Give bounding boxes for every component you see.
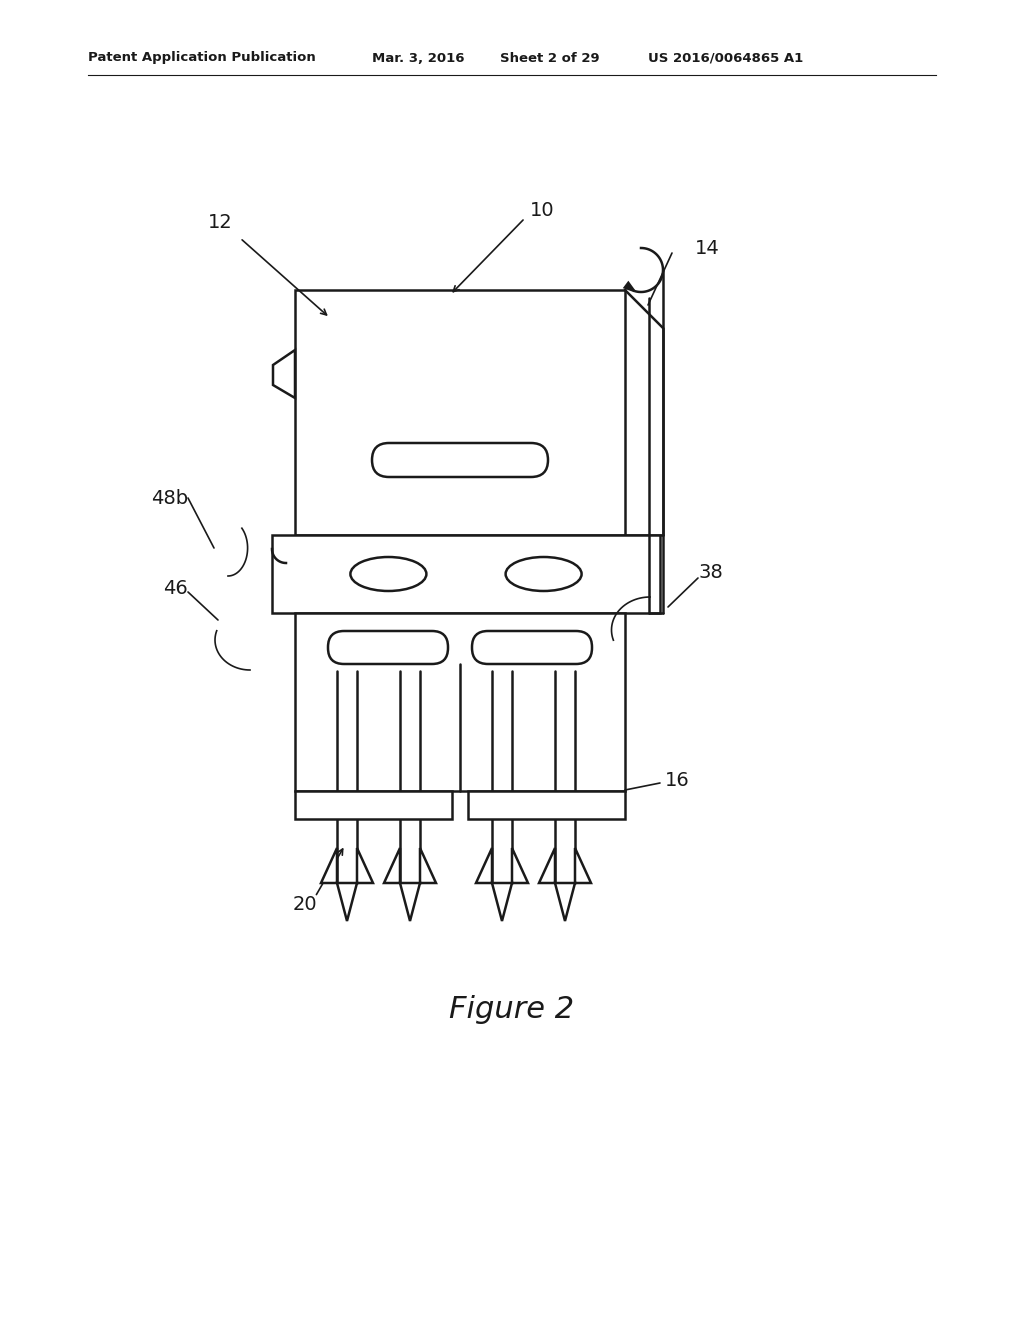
Ellipse shape: [350, 557, 426, 591]
Text: 38: 38: [698, 562, 723, 582]
Text: 12: 12: [208, 213, 232, 231]
Polygon shape: [337, 883, 357, 921]
Polygon shape: [400, 883, 420, 921]
Text: 14: 14: [695, 239, 720, 257]
Text: Figure 2: Figure 2: [450, 995, 574, 1024]
Polygon shape: [384, 847, 400, 883]
Polygon shape: [625, 282, 634, 290]
Text: 20: 20: [293, 895, 317, 915]
Polygon shape: [539, 847, 555, 883]
FancyBboxPatch shape: [328, 631, 449, 664]
Polygon shape: [575, 847, 591, 883]
FancyBboxPatch shape: [372, 444, 548, 477]
Bar: [295, 791, 452, 818]
Ellipse shape: [506, 557, 582, 591]
Text: Patent Application Publication: Patent Application Publication: [88, 51, 315, 65]
Polygon shape: [273, 350, 295, 399]
Bar: [272, 535, 660, 612]
Polygon shape: [321, 847, 337, 883]
Polygon shape: [476, 847, 492, 883]
Text: Mar. 3, 2016: Mar. 3, 2016: [372, 51, 465, 65]
Text: 10: 10: [530, 201, 555, 219]
Text: US 2016/0064865 A1: US 2016/0064865 A1: [648, 51, 803, 65]
FancyBboxPatch shape: [472, 631, 592, 664]
Polygon shape: [420, 847, 436, 883]
Polygon shape: [512, 847, 528, 883]
Text: Sheet 2 of 29: Sheet 2 of 29: [500, 51, 600, 65]
Text: 46: 46: [163, 578, 188, 598]
Polygon shape: [492, 883, 512, 921]
Polygon shape: [357, 847, 373, 883]
Text: 16: 16: [665, 771, 690, 789]
Bar: [295, 612, 625, 791]
Bar: [468, 791, 625, 818]
Text: 48b: 48b: [151, 488, 188, 507]
Bar: [295, 290, 625, 535]
Polygon shape: [555, 883, 575, 921]
